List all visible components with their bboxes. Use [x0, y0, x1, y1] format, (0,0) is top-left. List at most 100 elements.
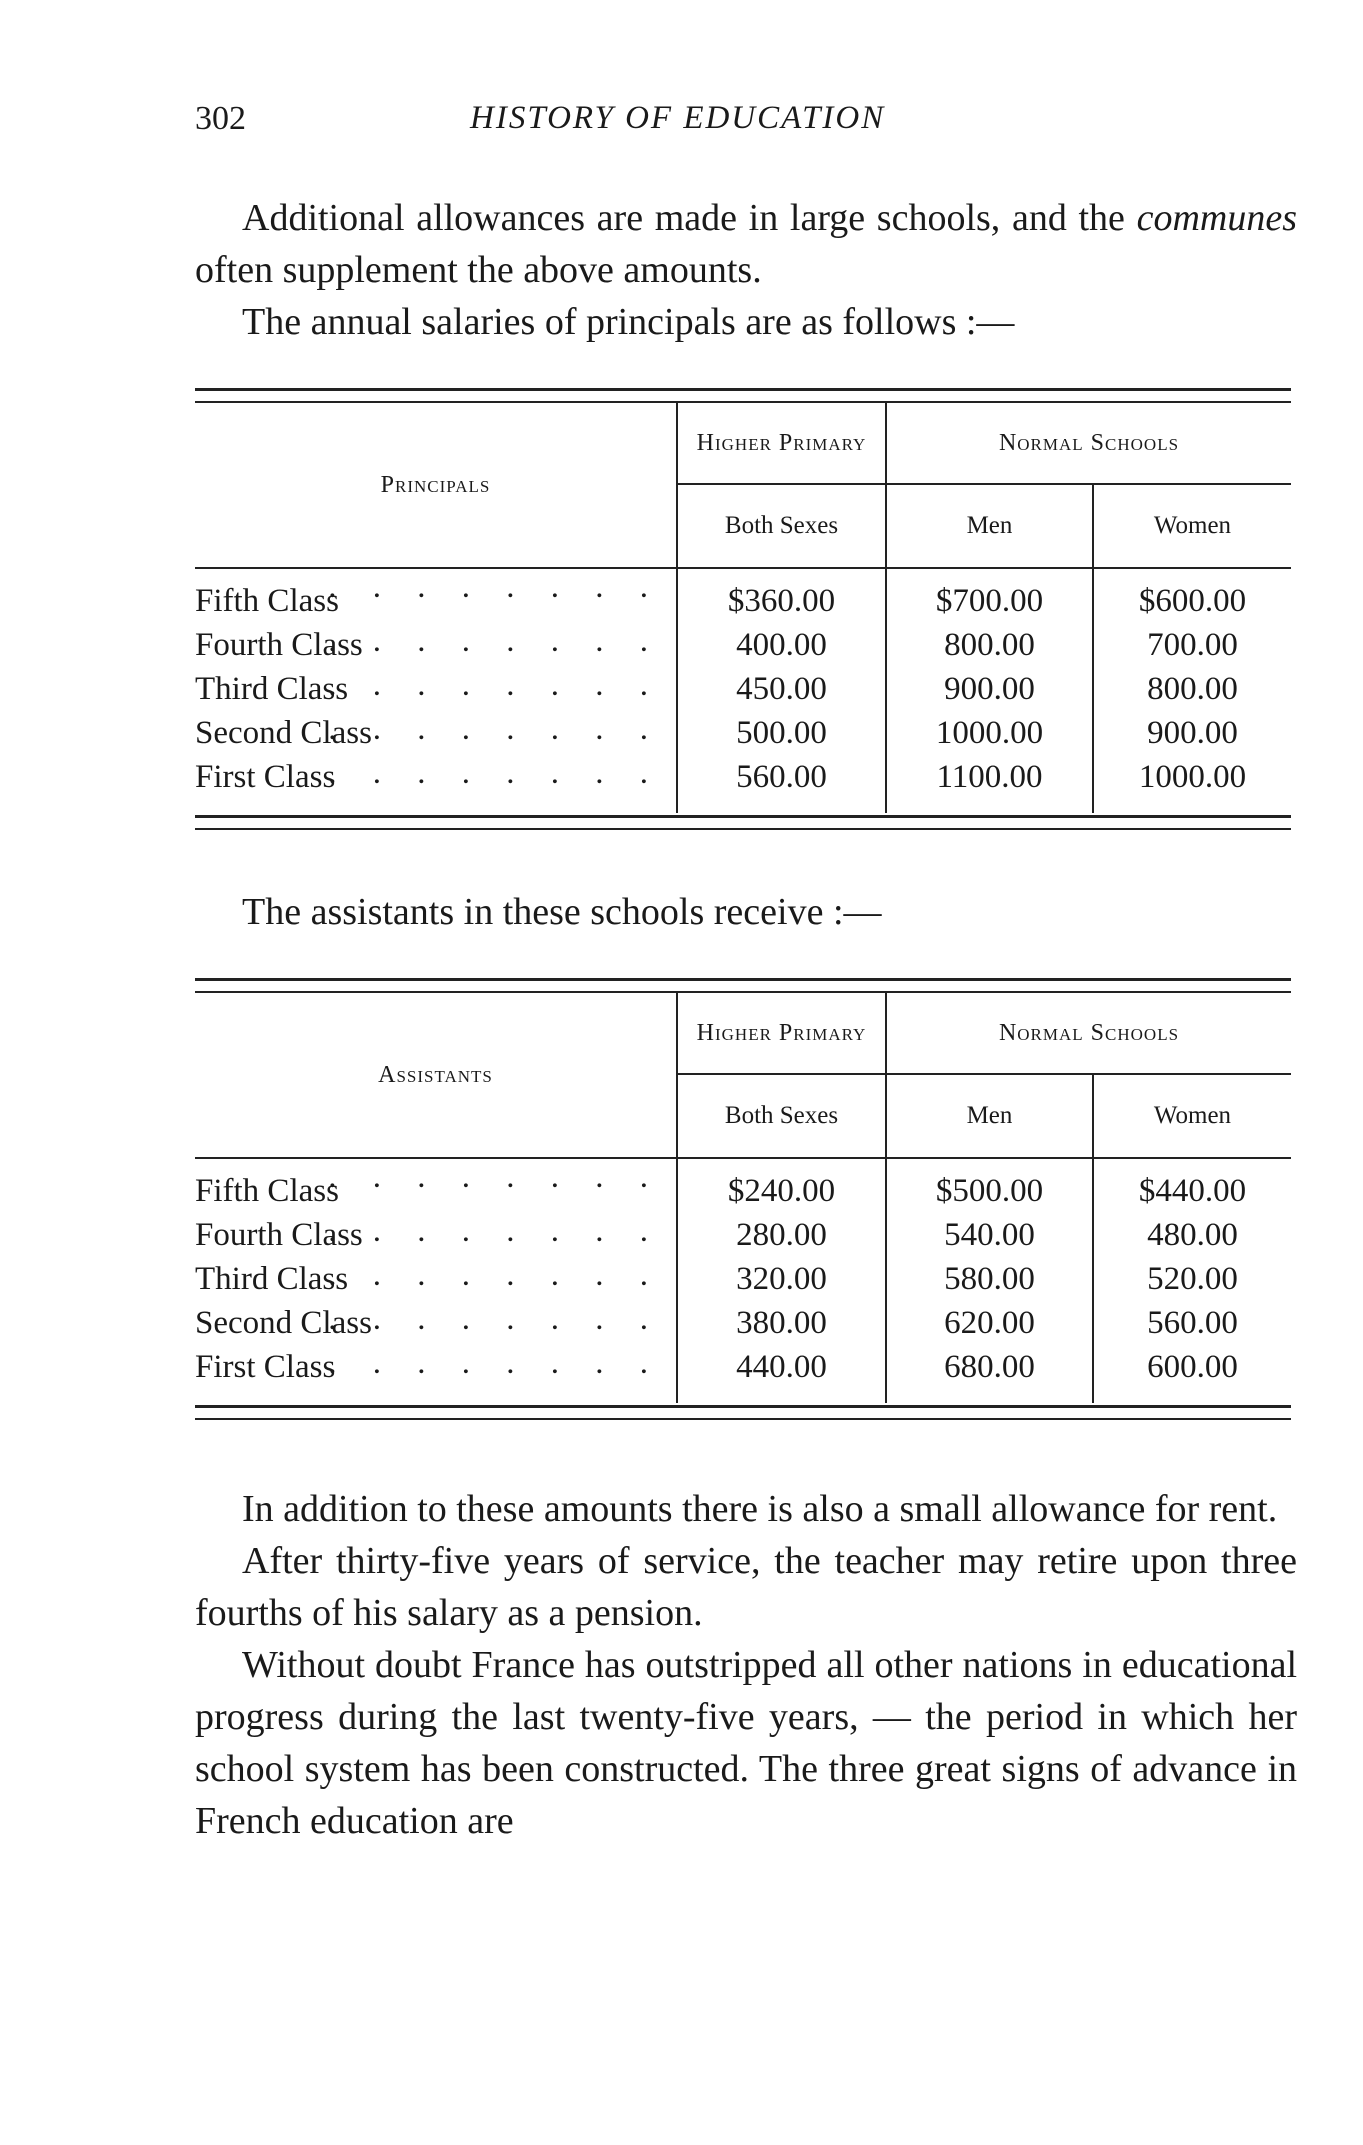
paragraph: Without doubt France has outstripped all… — [195, 1644, 1297, 1842]
cell-value: $240.00 — [676, 1158, 886, 1213]
row-label: Fourth Class. . . . . . . . — [195, 1213, 677, 1257]
table-row: Third Class. . . . . . . . 320.00 580.00 52… — [195, 1257, 1291, 1301]
normal-schools-header: Normal Schools — [885, 993, 1291, 1075]
table-row: Second Class. . . . . . . . 500.00 1000.00… — [195, 711, 1291, 755]
cell-value: 1100.00 — [885, 755, 1093, 813]
table-row: Second Class. . . . . . . . 380.00 620.00 5… — [195, 1301, 1291, 1345]
table-row: Fourth Class. . . . . . . . 400.00 800.00 7… — [195, 623, 1291, 667]
leader-dots: . . . . . . . . — [328, 711, 662, 747]
text: often supplement the above amounts. — [195, 249, 762, 291]
assistants-table: Assistants Higher Primary Normal Schools… — [195, 978, 1291, 1420]
cell-value: 450.00 — [676, 667, 886, 711]
cell-value: 680.00 — [885, 1345, 1093, 1403]
row-label: Fifth Class. . . . . . . . — [195, 568, 677, 623]
cell-value: $360.00 — [676, 568, 886, 623]
cell-value: 1000.00 — [885, 711, 1093, 755]
paragraph: The assistants in these schools receive … — [242, 891, 882, 933]
normal-schools-header: Normal Schools — [885, 403, 1291, 485]
leader-dots: . . . . . . . . — [328, 623, 662, 659]
row-label-text: Third Class — [195, 1260, 349, 1297]
cell-value: 600.00 — [1092, 1345, 1291, 1403]
cell-value: 800.00 — [885, 623, 1093, 667]
emphasis: communes — [1136, 197, 1297, 239]
principals-table: Principals Higher Primary Normal Schools… — [195, 388, 1291, 830]
table-row: First Class. . . . . . . . 560.00 1100.00 1… — [195, 755, 1291, 813]
leader-dots: . . . . . . . . — [328, 1159, 662, 1195]
leader-dots: . . . . . . . . — [328, 667, 662, 703]
sub-header: Men — [885, 1074, 1093, 1159]
table-row: First Class. . . . . . . . 440.00 680.00 60… — [195, 1345, 1291, 1403]
paragraph: In addition to these amounts there is al… — [242, 1488, 1278, 1530]
row-label-text: Third Class — [195, 670, 349, 707]
cell-value: 380.00 — [676, 1301, 886, 1345]
closing-text: In addition to these amounts there is al… — [195, 1483, 1297, 1847]
table-top-rule — [195, 978, 1291, 993]
higher-primary-header: Higher Primary — [676, 993, 886, 1075]
row-label: Third Class. . . . . . . . — [195, 667, 677, 711]
cell-value: 700.00 — [1092, 623, 1291, 667]
row-label: Second Class. . . . . . . . — [195, 711, 677, 755]
cell-value: 480.00 — [1092, 1213, 1291, 1257]
leader-dots: . . . . . . . . — [328, 1301, 662, 1337]
row-label-text: Fifth Class — [195, 1172, 339, 1209]
row-label-text: First Class — [195, 758, 336, 795]
cell-value: 400.00 — [676, 623, 886, 667]
leader-dots: . . . . . . . . — [328, 755, 662, 791]
table-bottom-rule — [195, 815, 1291, 830]
cell-value: 580.00 — [885, 1257, 1093, 1301]
sub-header: Both Sexes — [676, 1074, 886, 1159]
cell-value: $700.00 — [885, 568, 1093, 623]
table-top-rule — [195, 388, 1291, 403]
cell-value: 500.00 — [676, 711, 886, 755]
cell-value: 280.00 — [676, 1213, 886, 1257]
text: Additional allowances are made in large … — [242, 197, 1137, 239]
row-label: Third Class. . . . . . . . — [195, 1257, 677, 1301]
cell-value: 540.00 — [885, 1213, 1093, 1257]
table-row: Third Class. . . . . . . . 450.00 900.00 80… — [195, 667, 1291, 711]
row-label-text: Fifth Class — [195, 582, 339, 619]
cell-value: 1000.00 — [1092, 755, 1291, 813]
cell-value: 800.00 — [1092, 667, 1291, 711]
row-label-text: First Class — [195, 1348, 336, 1385]
page-number: 302 — [195, 100, 246, 137]
cell-value: 900.00 — [1092, 711, 1291, 755]
table-row: Fifth Class. . . . . . . . $240.00 $500.00… — [195, 1158, 1291, 1213]
between-text: The assistants in these schools receive … — [195, 886, 1297, 938]
row-header: Principals — [195, 403, 677, 569]
cell-value: 520.00 — [1092, 1257, 1291, 1301]
row-label-text: Second Class — [195, 1304, 372, 1341]
table-bottom-rule — [195, 1405, 1291, 1420]
cell-value: $440.00 — [1092, 1158, 1291, 1213]
cell-value: $500.00 — [885, 1158, 1093, 1213]
intro-paragraph-1: Additional allowances are made in large … — [195, 192, 1297, 296]
sub-header: Men — [885, 484, 1093, 569]
intro-paragraph-2: The annual salaries of principals are as… — [242, 301, 1015, 343]
row-header: Assistants — [195, 993, 677, 1159]
cell-value: 440.00 — [676, 1345, 886, 1403]
cell-value: 620.00 — [885, 1301, 1093, 1345]
cell-value: 320.00 — [676, 1257, 886, 1301]
leader-dots: . . . . . . . . — [328, 1345, 662, 1381]
cell-value: $600.00 — [1092, 568, 1291, 623]
row-label-text: Second Class — [195, 714, 372, 751]
row-label: First Class. . . . . . . . — [195, 755, 677, 813]
sub-header: Both Sexes — [676, 484, 886, 569]
table-row: Fifth Class. . . . . . . . $360.00 $700.00… — [195, 568, 1291, 623]
row-label: First Class. . . . . . . . — [195, 1345, 677, 1403]
sub-header: Women — [1092, 484, 1291, 569]
cell-value: 560.00 — [676, 755, 886, 813]
row-label-text: Fourth Class — [195, 1216, 363, 1253]
paragraph: After thirty-five years of service, the … — [195, 1540, 1297, 1634]
cell-value: 560.00 — [1092, 1301, 1291, 1345]
sub-header: Women — [1092, 1074, 1291, 1159]
row-label-text: Fourth Class — [195, 626, 363, 663]
cell-value: 900.00 — [885, 667, 1093, 711]
intro-text: Additional allowances are made in large … — [195, 192, 1297, 348]
row-label: Fourth Class. . . . . . . . — [195, 623, 677, 667]
leader-dots: . . . . . . . . — [328, 569, 662, 605]
row-label: Second Class. . . . . . . . — [195, 1301, 677, 1345]
table-row: Fourth Class. . . . . . . . 280.00 540.00 4… — [195, 1213, 1291, 1257]
row-label: Fifth Class. . . . . . . . — [195, 1158, 677, 1213]
leader-dots: . . . . . . . . — [328, 1213, 662, 1249]
running-title: HISTORY OF EDUCATION — [470, 100, 886, 136]
